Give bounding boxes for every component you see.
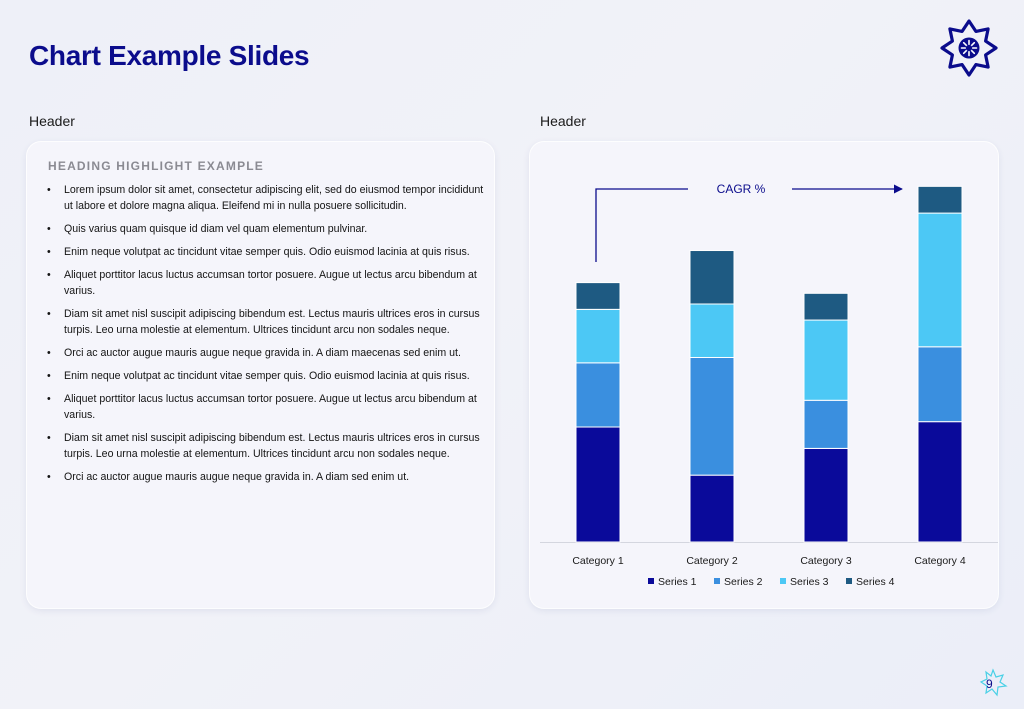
bar-segment-4-category-2 — [689, 250, 735, 305]
cagr-annotation: CAGR % — [595, 182, 903, 262]
bar-segment-4-category-4 — [917, 185, 963, 214]
bullet-item: Lorem ipsum dolor sit amet, consectetur … — [46, 182, 486, 214]
bar-segment-3-category-4 — [917, 212, 963, 348]
bullet-item: Enim neque volutpat ac tincidunt vitae s… — [46, 368, 486, 384]
bullet-item: Aliquet porttitor lacus luctus accumsan … — [46, 267, 486, 299]
bar-segment-2-category-3 — [803, 399, 849, 449]
right-section-header: Header — [540, 113, 586, 129]
legend-swatch — [714, 578, 720, 584]
category-label: Category 1 — [572, 555, 624, 567]
page-number-badge: 9 — [979, 668, 1008, 697]
bar-segment-1-category-3 — [803, 447, 849, 543]
stacked-bar-chart: Category 1 Category 2 Category 3 Category 4… — [540, 182, 998, 588]
bar-segment-1-category-1 — [575, 426, 621, 543]
bar-segment-3-category-2 — [689, 303, 735, 358]
bullet-item: Orci ac auctor augue mauris augue neque … — [46, 345, 486, 361]
chart-legend: Series 1 Series 2 Series 3 Series 4 — [648, 576, 895, 588]
bullet-item: Diam sit amet nisl suscipit adipiscing b… — [46, 306, 486, 338]
bar-segment-2-category-1 — [575, 362, 621, 428]
bullet-item: Enim neque volutpat ac tincidunt vitae s… — [46, 244, 486, 260]
legend-label: Series 4 — [856, 576, 895, 588]
legend-swatch — [846, 578, 852, 584]
legend-swatch — [780, 578, 786, 584]
bar-segment-3-category-1 — [575, 308, 621, 364]
bullet-item: Diam sit amet nisl suscipit adipiscing b… — [46, 430, 486, 462]
category-labels: Category 1 Category 2 Category 3 Category 4 — [572, 555, 966, 567]
bullet-list: Lorem ipsum dolor sit amet, consectetur … — [46, 182, 486, 492]
category-label: Category 2 — [686, 555, 738, 567]
text-card: HEADING HIGHLIGHT EXAMPLE Lorem ipsum do… — [27, 142, 494, 608]
category-label: Category 4 — [914, 555, 966, 567]
legend-label: Series 2 — [724, 576, 763, 588]
bullet-item: Aliquet porttitor lacus luctus accumsan … — [46, 391, 486, 423]
left-section-header: Header — [29, 113, 75, 129]
bar-segment-2-category-2 — [689, 356, 735, 476]
bar-segment-1-category-4 — [917, 421, 963, 543]
star-logo-icon — [940, 19, 998, 77]
page-number: 9 — [986, 677, 993, 691]
bullet-item: Quis varius quam quisque id diam vel qua… — [46, 221, 486, 237]
heading-highlight: HEADING HIGHLIGHT EXAMPLE — [48, 159, 265, 173]
legend-swatch — [648, 578, 654, 584]
bars-layer — [575, 185, 963, 543]
page-star-icon — [979, 668, 1008, 697]
bar-segment-3-category-3 — [803, 319, 849, 401]
chart-card: Category 1 Category 2 Category 3 Category 4… — [530, 142, 998, 608]
legend-label: Series 1 — [658, 576, 697, 588]
bar-segment-1-category-2 — [689, 474, 735, 543]
cagr-arrow-left — [595, 188, 688, 262]
bullet-item: Orci ac auctor augue mauris augue neque … — [46, 469, 486, 485]
legend-label: Series 3 — [790, 576, 829, 588]
category-label: Category 3 — [800, 555, 852, 567]
bar-segment-2-category-4 — [917, 346, 963, 423]
bar-segment-4-category-3 — [803, 292, 849, 321]
cagr-label: CAGR % — [717, 182, 766, 196]
bar-segment-4-category-1 — [575, 282, 621, 310]
slide-title: Chart Example Slides — [29, 40, 310, 71]
